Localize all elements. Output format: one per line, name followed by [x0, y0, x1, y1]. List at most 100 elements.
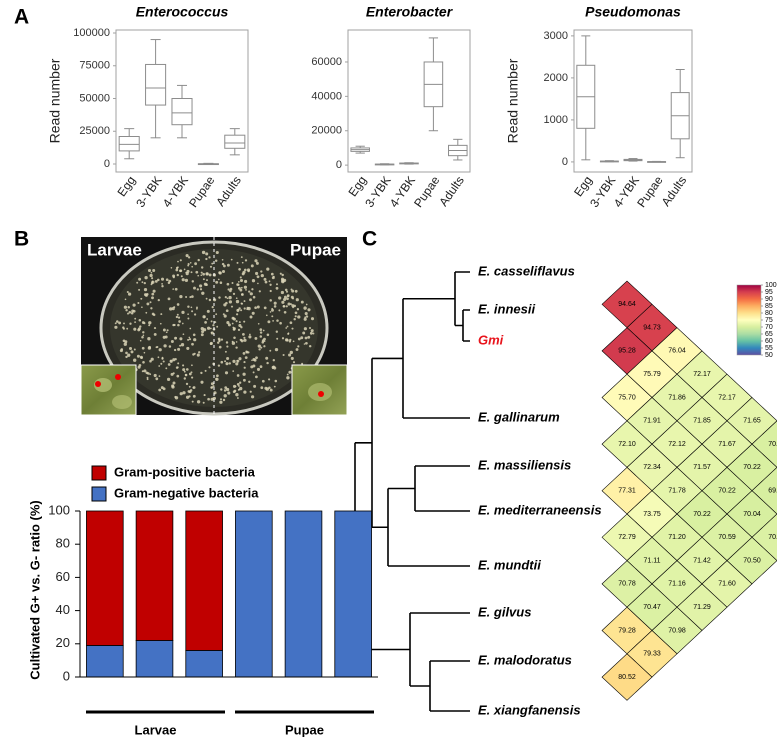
- panel-label: A: [14, 6, 29, 29]
- colony: [216, 325, 219, 328]
- colony: [275, 286, 279, 290]
- colony: [152, 289, 156, 293]
- colony: [242, 333, 245, 336]
- colony: [294, 315, 297, 318]
- cell-label: 70.22: [743, 464, 761, 471]
- colony: [195, 270, 199, 274]
- colony: [205, 283, 208, 287]
- colony: [185, 295, 188, 299]
- colony: [255, 261, 259, 265]
- colony: [169, 307, 173, 311]
- colony: [238, 321, 241, 324]
- colony: [146, 372, 150, 375]
- colony: [238, 307, 241, 310]
- bar-segment: [86, 645, 124, 678]
- colony: [190, 306, 193, 309]
- colony: [225, 387, 230, 392]
- colony: [158, 375, 161, 377]
- colony: [237, 308, 240, 312]
- colony: [276, 319, 279, 322]
- colony: [180, 275, 183, 278]
- colony: [296, 308, 300, 311]
- colony: [176, 273, 179, 277]
- colony: [293, 317, 296, 321]
- x-tick-label: 3-YBK: [133, 174, 164, 210]
- colony: [251, 395, 255, 399]
- colony: [272, 359, 275, 362]
- box: [171, 98, 193, 126]
- colony: [192, 353, 195, 356]
- colony: [217, 278, 220, 281]
- colony: [179, 294, 183, 299]
- colony: [257, 282, 259, 285]
- colony: [146, 376, 149, 379]
- cell-label: 70.47: [643, 604, 661, 611]
- colony: [205, 252, 209, 256]
- colony: [228, 300, 233, 304]
- colony: [196, 288, 199, 291]
- colony: [203, 394, 206, 397]
- cell-label: 76.04: [668, 348, 686, 355]
- y-tick-label: 20000: [311, 125, 342, 137]
- colorbar-tick-label: 50: [765, 352, 773, 359]
- colony: [235, 362, 239, 366]
- colony: [273, 305, 277, 308]
- colony: [176, 303, 180, 306]
- colony: [308, 344, 312, 348]
- colony: [162, 335, 166, 339]
- colony: [276, 337, 279, 340]
- colony: [243, 336, 246, 339]
- colony: [261, 339, 265, 342]
- colony: [230, 305, 234, 308]
- colony: [304, 312, 308, 316]
- colony: [254, 259, 258, 263]
- colony: [240, 293, 244, 296]
- colony: [241, 302, 243, 305]
- colony: [218, 345, 222, 349]
- colony: [231, 282, 234, 284]
- colony: [297, 315, 301, 319]
- colony: [122, 327, 125, 330]
- cell-label: 72.34: [643, 464, 661, 471]
- colony: [236, 397, 239, 399]
- colony: [286, 338, 289, 342]
- colony: [291, 304, 295, 308]
- colony: [256, 305, 260, 309]
- colony: [150, 283, 153, 286]
- bar-segment: [185, 510, 223, 651]
- colony: [208, 366, 211, 369]
- colony: [269, 388, 273, 392]
- colony: [280, 290, 285, 295]
- colony: [185, 382, 189, 386]
- cell-label: 71.60: [718, 581, 736, 588]
- phylogenetic-tree: [343, 271, 470, 712]
- bar-segment: [86, 510, 124, 646]
- colony: [297, 345, 300, 348]
- colony: [239, 276, 242, 279]
- colony: [171, 385, 175, 389]
- colony: [227, 288, 230, 291]
- cell-label: 70.22: [718, 488, 736, 495]
- colony: [217, 337, 221, 341]
- colony: [206, 318, 209, 320]
- colony: [260, 270, 263, 273]
- colony: [219, 400, 223, 404]
- y-tick-label: 60000: [311, 56, 342, 68]
- leaf-label: E. xiangfanensis: [478, 702, 581, 717]
- colony: [167, 363, 171, 366]
- colony: [217, 341, 220, 344]
- colony: [210, 386, 213, 389]
- colony: [194, 262, 198, 266]
- colony: [249, 390, 252, 393]
- colony: [215, 250, 219, 255]
- colony: [240, 256, 243, 258]
- colony: [176, 374, 180, 378]
- colony: [188, 395, 191, 398]
- bar-segment: [135, 510, 174, 641]
- colony: [179, 259, 182, 262]
- colony: [225, 362, 229, 366]
- colony: [165, 331, 168, 334]
- colony: [219, 281, 223, 284]
- colony: [244, 279, 248, 284]
- colony: [193, 338, 197, 342]
